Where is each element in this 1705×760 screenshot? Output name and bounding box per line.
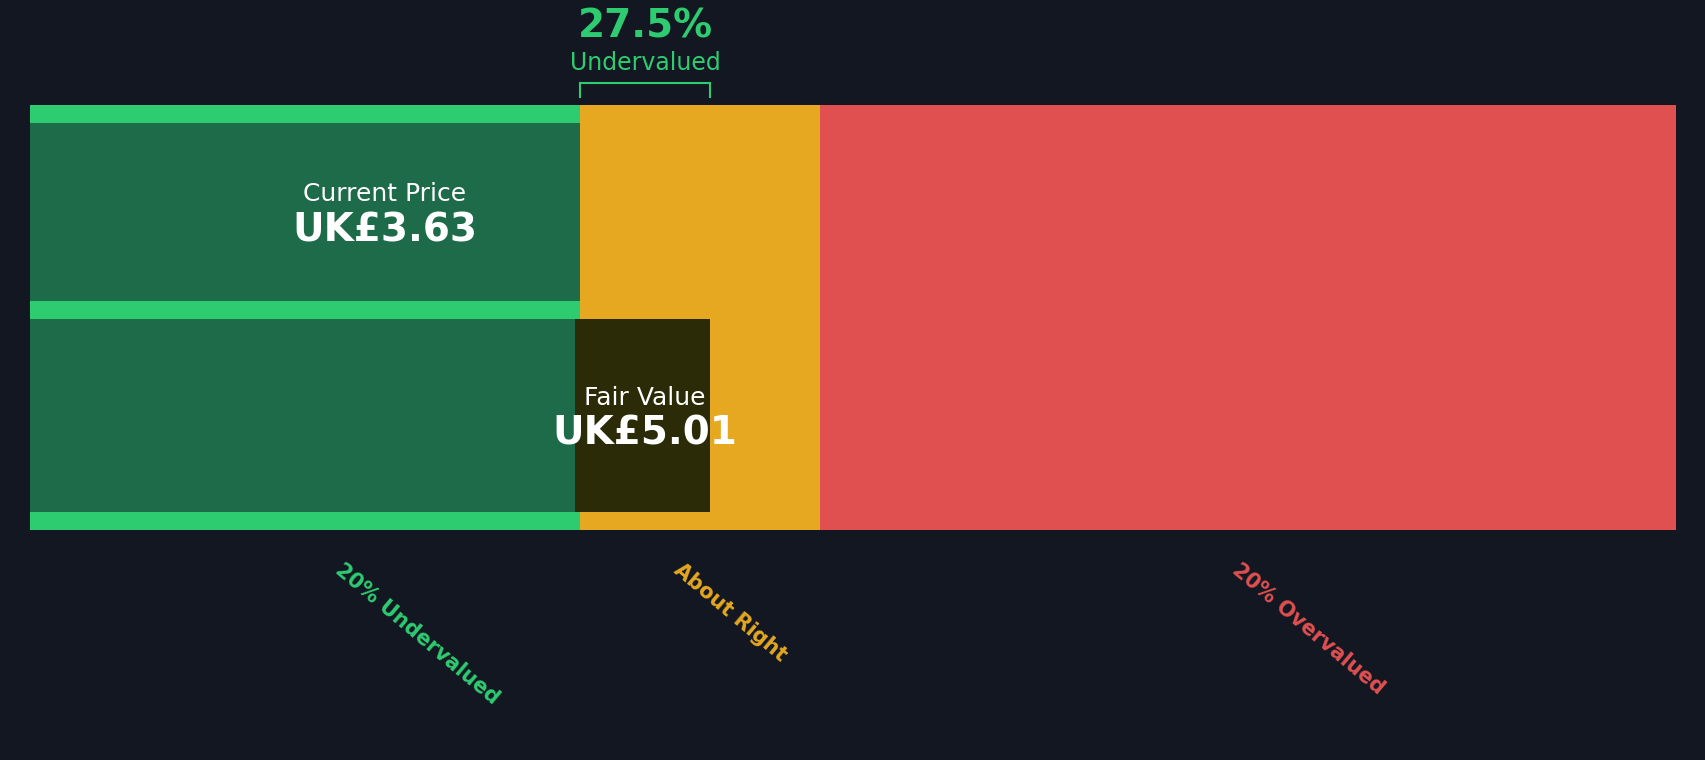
Text: Fair Value: Fair Value	[583, 385, 706, 410]
Bar	[820, 105, 1674, 530]
Bar	[31, 512, 580, 530]
Text: About Right: About Right	[670, 560, 789, 666]
Text: UK£3.63: UK£3.63	[292, 211, 477, 249]
Bar	[31, 123, 580, 301]
Text: 27.5%: 27.5%	[576, 7, 713, 45]
Text: 20% Undervalued: 20% Undervalued	[332, 560, 503, 708]
Bar	[575, 319, 709, 512]
Bar	[31, 301, 580, 319]
Text: UK£5.01: UK£5.01	[552, 414, 737, 452]
Bar	[31, 105, 580, 530]
Text: Current Price: Current Price	[303, 182, 465, 206]
Text: Undervalued: Undervalued	[569, 51, 720, 75]
Bar	[31, 319, 709, 512]
Text: 20% Overvalued: 20% Overvalued	[1228, 560, 1388, 698]
Bar	[580, 105, 820, 530]
